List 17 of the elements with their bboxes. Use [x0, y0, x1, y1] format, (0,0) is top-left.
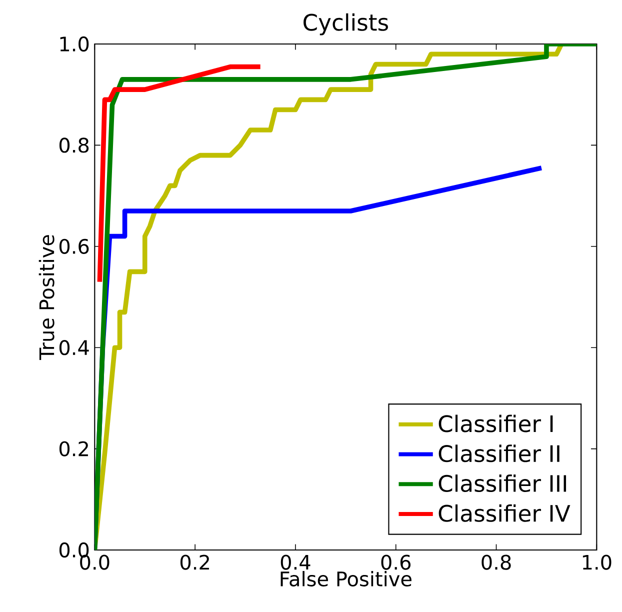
y-tick-label: 0.4	[59, 340, 89, 356]
x-tick-label: 0.2	[180, 554, 209, 570]
x-tick-label: 1.0	[582, 554, 612, 570]
legend-label: Classifier IV	[438, 504, 570, 522]
x-axis-title: False Positive	[280, 571, 412, 586]
x-tick-label: 0.8	[482, 554, 511, 570]
legend-label: Classifier III	[438, 474, 566, 492]
y-tick-label: 1.0	[60, 36, 89, 52]
legend-label: Classifier II	[438, 444, 560, 462]
legend-label: Classifier I	[438, 414, 553, 432]
y-tick-label: 0.6	[59, 238, 89, 254]
y-axis-title: True Positive	[38, 235, 54, 360]
y-tick-label: 0.2	[59, 441, 88, 456]
x-tick-label: 0.6	[381, 554, 411, 570]
x-tick-label: 0.4	[280, 554, 310, 570]
y-tick-label: 0.8	[59, 138, 89, 153]
chart-title: Cyclists	[304, 13, 388, 36]
